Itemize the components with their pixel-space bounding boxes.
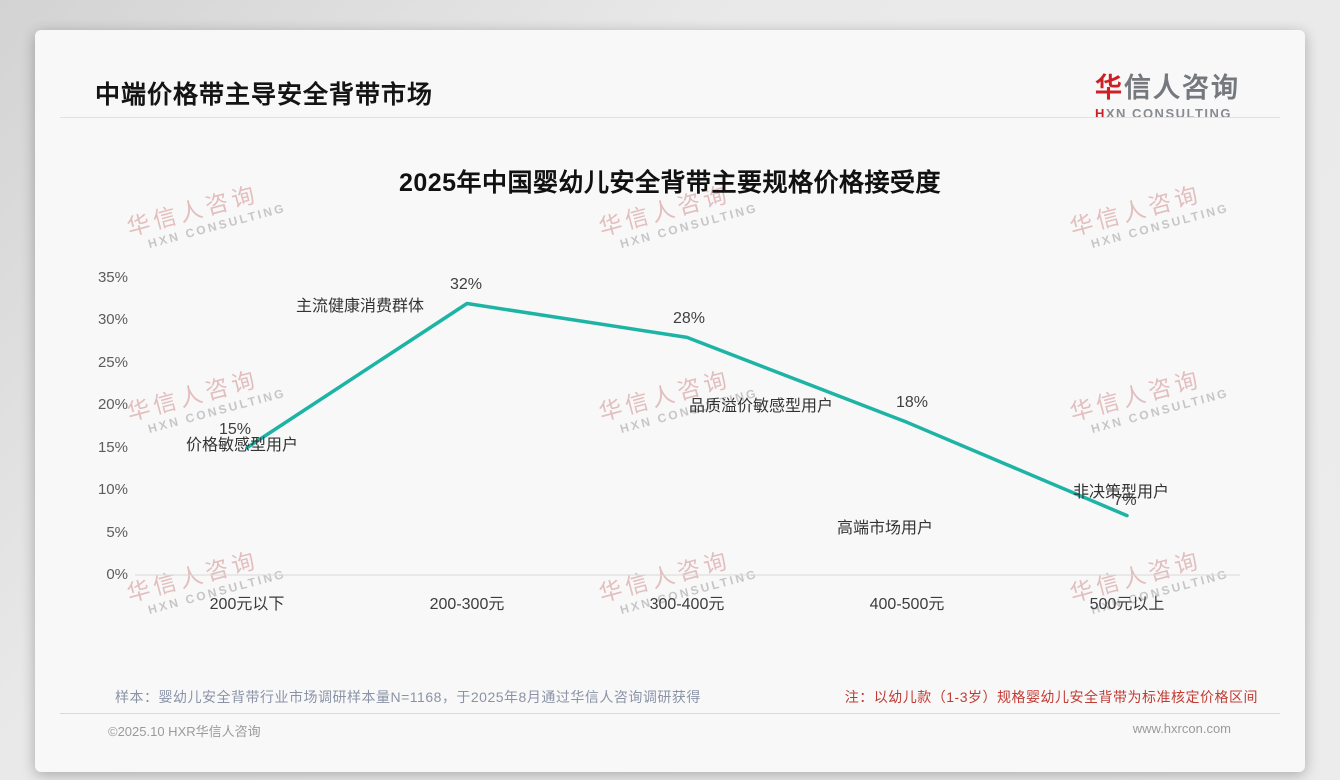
acceptance-line <box>245 301 1129 518</box>
page-title: 中端价格带主导安全背带市场 <box>95 81 434 109</box>
footer-divider <box>60 713 1280 714</box>
brand-logo: 华信人咨询 HXN CONSULTING <box>1095 66 1240 121</box>
line-chart-svg <box>135 301 1240 576</box>
x-axis-label: 200元以下 <box>209 596 285 613</box>
copyright-text: ©2025.10 HXR华信人咨询 <box>108 724 261 739</box>
brand-logo-accent-char: 华 <box>1095 73 1124 103</box>
annotation-label: 非决策型用户 <box>1072 484 1170 501</box>
y-tick-label: 35% <box>97 269 128 286</box>
report-content: 中端价格带主导安全背带市场 华信人咨询 HXN CONSULTING 2025年… <box>35 30 1305 772</box>
x-axis-label: 300-400元 <box>649 596 725 613</box>
value-label: 15% <box>218 420 252 438</box>
y-tick-label: 30% <box>97 311 128 329</box>
website-url: www.hxrcon.com <box>1132 721 1231 736</box>
value-label: 28% <box>672 310 706 328</box>
value-label: 32% <box>449 276 483 294</box>
y-tick-label: 25% <box>97 353 128 371</box>
report-card: 华信人咨询 HXN CONSULTING 华信人咨询 HXN CONSULTING 华信… <box>35 30 1305 772</box>
sample-note: 样本：婴幼儿安全背带行业市场调研样本量N=1168，于2025年8月通过华信人咨… <box>115 689 701 705</box>
y-tick-label: 0% <box>106 566 128 583</box>
annotation-label: 主流健康消费群体 <box>295 298 425 315</box>
brand-logo-en-accent: H <box>1095 106 1106 121</box>
x-axis-label: 200-300元 <box>429 596 505 613</box>
brand-logo-chinese: 华信人咨询 <box>1095 66 1240 105</box>
y-tick-label: 10% <box>97 481 128 499</box>
price-definition-note: 注：以幼儿款（1-3岁）规格婴幼儿安全背带为标准核定价格区间 <box>844 689 1258 705</box>
value-label: 7% <box>1113 491 1137 509</box>
chart-area: 15% 32% 28% 18% 7% 价格敏感型用户 主流健康消费群体品质溢价敏感型用户高端… <box>35 30 1305 772</box>
y-tick-label: 15% <box>97 438 128 456</box>
chart-title: 2025年中国婴幼儿安全背带主要规格价格接受度 <box>398 169 942 197</box>
y-tick-label: 20% <box>97 396 128 414</box>
brand-logo-rest-chars: 信人咨询 <box>1124 73 1240 103</box>
x-axis-label: 500元以上 <box>1089 596 1165 613</box>
x-axis-label: 400-500元 <box>869 596 945 613</box>
header-divider <box>60 117 1280 118</box>
annotation-label: 高端市场用户 <box>836 520 934 537</box>
value-label: 18% <box>895 394 929 412</box>
annotation-label: 品质溢价敏感型用户 <box>688 398 834 415</box>
annotation-label: 价格敏感型用户 <box>185 437 299 454</box>
y-tick-label: 5% <box>106 523 128 541</box>
